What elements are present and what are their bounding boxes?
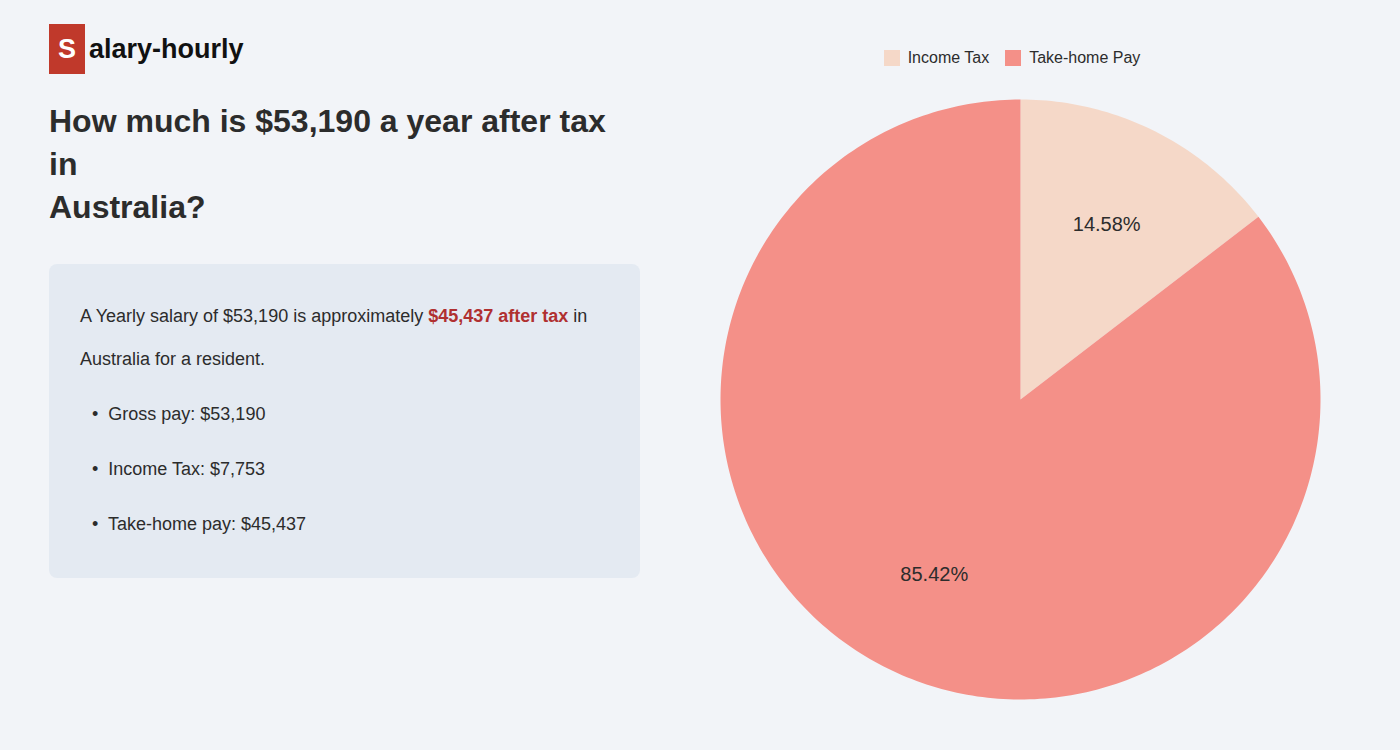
html-text:• Income Tax: $7,753: • Income Tax: $7,753 <box>92 459 266 480</box>
html-text:alary-hourly: alary-hourly <box>89 33 244 64</box>
html-text:S: S <box>58 33 76 64</box>
html-text:Income Tax: Income Tax <box>907 49 990 66</box>
svg-text:14.58%: 14.58% <box>1073 213 1141 235</box>
html-text:A Yearly salary of $53,190 is: A Yearly salary of $53,190 is approximat… <box>80 305 588 326</box>
html-text:Australia for a resident.: Australia for a resident. <box>80 348 266 369</box>
html-text:Take-home Pay: Take-home Pay <box>1029 49 1141 66</box>
html-text:• Take-home pay: $45,437: • Take-home pay: $45,437 <box>92 514 307 535</box>
html-text:• Gross pay: $53,190: • Gross pay: $53,190 <box>92 403 266 424</box>
svg-text:85.42%: 85.42% <box>900 562 968 584</box>
html-text:How much is $53,190 a year aft: How much is $53,190 a year after tax in … <box>49 103 606 226</box>
